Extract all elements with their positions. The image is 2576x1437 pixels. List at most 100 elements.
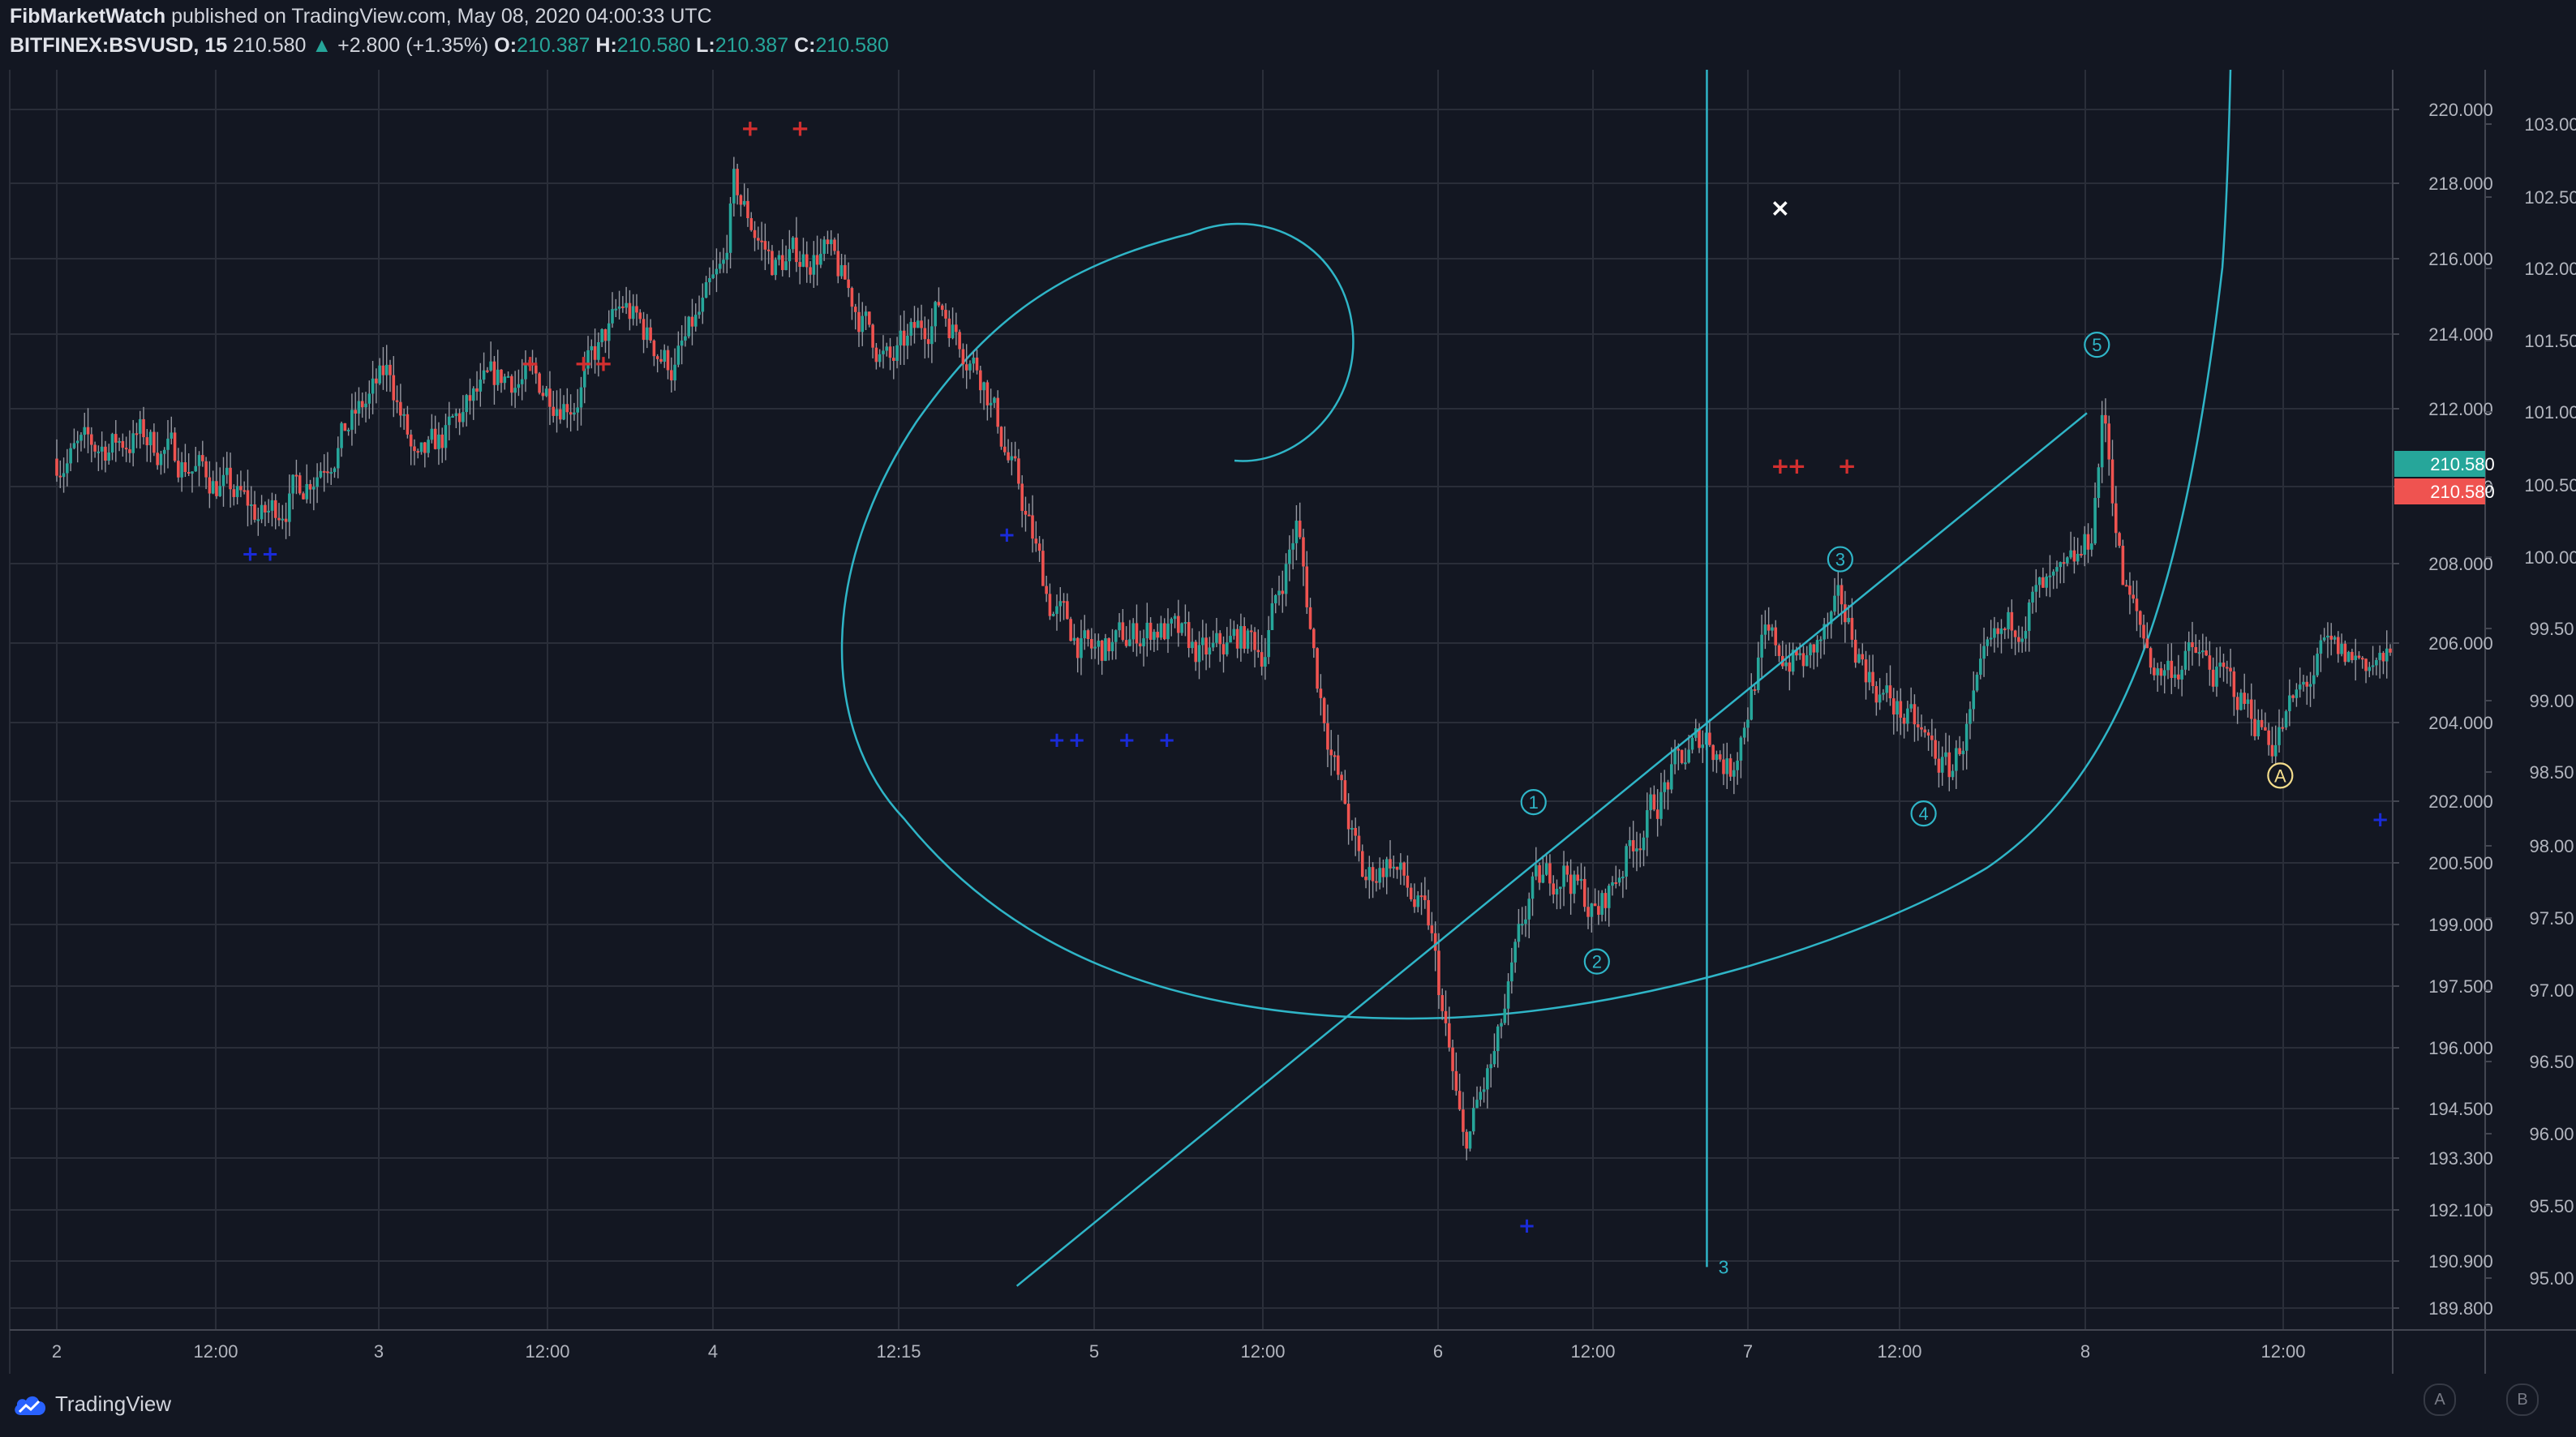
candle-body (506, 375, 510, 378)
wave-label-text: 5 (2092, 335, 2102, 355)
candle-body (628, 302, 632, 320)
spiral-center-marker: × (1770, 195, 1790, 223)
buy-marker: + (1118, 728, 1136, 753)
candle-body (829, 239, 833, 245)
candle-body (771, 251, 774, 276)
right-axis-tick-label: 96.00 (2529, 1124, 2574, 1144)
candle-body (1878, 694, 1882, 703)
last-price-badge-label: 210.580 (2430, 482, 2495, 502)
candle-body (833, 239, 836, 251)
left-axis-tick-label: 202.000 (2428, 791, 2493, 812)
candle-body (142, 418, 145, 438)
candle-body (2080, 553, 2083, 555)
scale-b-button[interactable]: B (2506, 1383, 2539, 1416)
author-name[interactable]: FibMarketWatch (10, 5, 166, 28)
candle-body (2351, 651, 2354, 660)
candle-body (2288, 695, 2291, 712)
candle-body (698, 311, 701, 315)
right-axis-tick-label: 97.00 (2529, 980, 2574, 1001)
tradingview-brand: TradingView (55, 1392, 172, 1416)
candle-body (2138, 611, 2142, 625)
candle-body (777, 255, 781, 260)
candle-body (322, 470, 326, 473)
published-text: published on TradingView.com, May 08, 20… (171, 5, 712, 28)
candle-body (979, 370, 982, 391)
candle-body (2256, 719, 2260, 736)
scale-a-button[interactable]: A (2424, 1383, 2456, 1416)
right-axis-tick-label: 98.00 (2529, 836, 2574, 856)
candle-body (680, 340, 684, 346)
candle-body (79, 435, 83, 441)
candle-body (1010, 456, 1014, 461)
candle-body (1322, 697, 1326, 723)
candle-body (2149, 648, 2153, 668)
candle-body (468, 395, 472, 401)
candle-body (1642, 837, 1646, 851)
candle-body (1614, 882, 1618, 884)
candle-body (1840, 585, 1844, 605)
candle-body (294, 474, 298, 477)
candle-body (1573, 874, 1576, 894)
candle-body (409, 434, 413, 447)
candle-body (1853, 639, 1857, 663)
candle-body (2076, 553, 2080, 562)
candle-body (1062, 601, 1066, 603)
candle-body (739, 195, 743, 205)
candle-body (1801, 653, 1805, 667)
candle-body (1444, 1010, 1448, 1023)
candle-body (239, 486, 243, 491)
candle-body (1763, 624, 1767, 635)
candle-body (298, 475, 302, 494)
candle-body (1698, 727, 1701, 749)
candle-body (1833, 595, 1836, 612)
candle-body (576, 407, 579, 413)
candle-body (2003, 628, 2007, 631)
candle-body (1142, 638, 1145, 647)
candle-body (2222, 663, 2226, 667)
candle-body (562, 404, 565, 420)
candle-body (701, 298, 705, 312)
candle-body (1194, 641, 1198, 663)
candle-body (1302, 537, 1305, 567)
candle-body (1329, 749, 1333, 756)
candle-body (631, 306, 635, 320)
candle-body (2135, 598, 2139, 611)
candle-body (2260, 719, 2264, 727)
candle-body (2177, 674, 2180, 680)
candle-body (1562, 865, 1565, 887)
candle-body (1569, 874, 1573, 894)
candle-body (2132, 594, 2135, 599)
candle-body (725, 252, 729, 260)
candle-body (235, 486, 239, 497)
right-axis-tick-label: 103.00 (2524, 114, 2576, 135)
tradingview-logo[interactable]: TradingView (11, 1392, 171, 1417)
candle-body (1638, 848, 1642, 851)
candle-body (97, 451, 101, 453)
candle-body (162, 449, 166, 454)
candle-body (1951, 770, 1955, 778)
candle-body (982, 382, 985, 391)
candle-body (753, 229, 757, 238)
candle-body (968, 363, 972, 371)
left-axis-tick-label: 193.300 (2428, 1148, 2493, 1169)
candle-body (1170, 619, 1174, 624)
candle-body (611, 309, 614, 324)
candle-body (1788, 662, 1792, 672)
candle-body (1896, 701, 1899, 715)
candle-body (135, 433, 139, 435)
candle-body (784, 261, 788, 271)
candle-body (2059, 562, 2063, 568)
candle-body (579, 387, 583, 408)
candle-body (2298, 684, 2302, 690)
candle-body (2100, 414, 2104, 468)
candle-body (1392, 866, 1396, 869)
candle-body (1197, 645, 1201, 663)
candle-body (2183, 650, 2187, 670)
candle-body (1909, 704, 1913, 709)
price-chart[interactable]: +++++++++++++++++++++× 12345ABC123453 21… (0, 70, 2576, 1374)
candle-body (204, 461, 208, 478)
candle-body (1427, 899, 1430, 926)
candle-body (760, 240, 763, 242)
x-tick-label: 12:00 (1877, 1341, 1921, 1362)
candle-body (1346, 804, 1350, 830)
